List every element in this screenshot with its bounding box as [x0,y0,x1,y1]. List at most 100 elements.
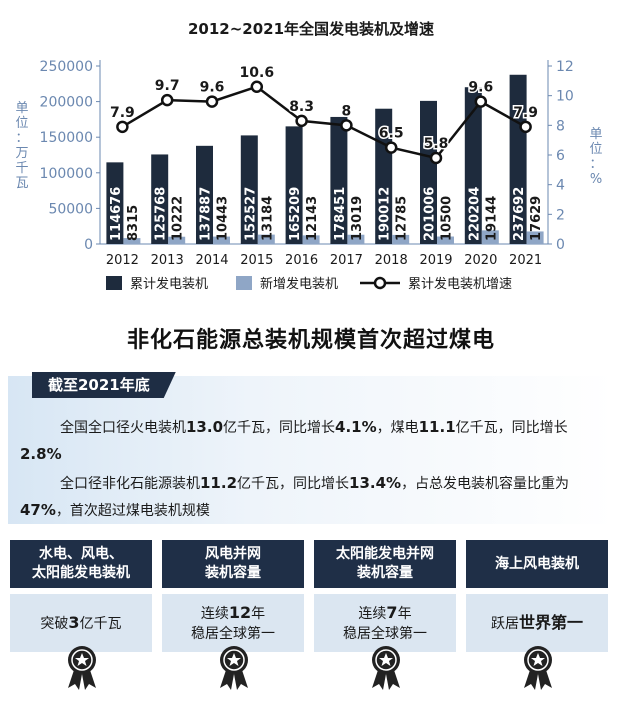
bar-new-label: 13019 [350,196,365,241]
bar-cumulative [330,116,348,244]
summary-panel [8,376,614,524]
card-head-line: 水电、风电、 [39,546,123,562]
bar-new [392,234,410,244]
right-axis-title-char: ： [589,157,602,172]
bar-new-label: 10222 [171,196,186,241]
left-tick-label: 50000 [48,201,93,217]
bar-cumulative-label: 178451 [333,187,348,241]
left-axis-title-char: 单 [15,101,28,116]
summary-paragraph-thermal: 全国全口径火电装机13.0亿千瓦，同比增长4.1%，煤电11.1亿千瓦，同比增长… [20,414,606,468]
bar-new [123,238,141,244]
x-tick-label: 2013 [151,253,184,268]
bar-new [168,236,186,244]
card-renewables: 水电、风电、 太阳能发电装机 突破3亿千瓦 [10,540,152,662]
bar-new-label: 12785 [395,196,410,241]
right-tick-label: 10 [556,89,574,105]
card-body-value: 7 [386,602,398,622]
card-body-text: 稳居全球第一 [343,625,427,642]
card-body-text: 突破 [40,615,69,632]
bar-new [213,236,230,244]
medal-icon [524,646,552,690]
bar-new [347,234,365,244]
bar-cumulative [106,162,124,244]
p1-text-4: 亿千瓦，同比增长 [455,420,568,436]
right-tick-label: 8 [556,118,565,134]
card-body: 连续7年 稳居全球第一 [314,594,456,652]
growth-label: 9.7 [155,78,180,94]
right-axis-title-char: 位 [589,142,602,157]
x-tick-label: 2018 [375,253,408,268]
bar-new-label: 13184 [260,196,275,241]
right-tick-label: 2 [556,207,565,223]
legend-swatch-new [236,276,252,290]
bar-cumulative [509,74,527,244]
growth-point [205,95,219,108]
summary-paragraph-nonfossil: 全口径非化石能源装机11.2亿千瓦，同比增长13.4%，占总发电装机容量比重为 4… [20,470,606,524]
growth-point [250,80,264,94]
growth-label: 7.9 [110,105,135,121]
bar-cumulative-label: 165209 [288,187,303,241]
p2-value-share: 47% [20,501,56,519]
bar-cumulative-label: 190012 [378,187,393,241]
legend-label-new: 新增发电装机 [260,276,338,292]
card-head: 水电、风电、 太阳能发电装机 [10,540,152,588]
p1-text-3: ，煤电 [376,420,419,436]
p2-value-nonfossil-growth: 13.4% [349,474,402,492]
chart-title: 2012~2021年全国发电装机及增速 [187,20,435,38]
legend-label-cumulative: 累计发电装机 [130,276,208,292]
bar-new-label: 10443 [216,196,231,241]
card-head-line: 太阳能发电装机 [32,565,130,581]
bar-cumulative-label: 125768 [154,187,169,241]
p1-text-2: 亿千瓦，同比增长 [223,420,336,436]
bar-cumulative [240,135,258,244]
x-tick-label: 2014 [195,253,228,268]
x-tick-label: 2017 [330,253,363,268]
p1-text-1: 全国全口径火电装机 [60,420,186,436]
growth-label: 9.6 [200,80,225,96]
bar-cumulative [464,87,482,244]
bar-new-label: 12143 [305,196,320,241]
bar-new-label: 17629 [529,196,544,241]
p2-text-3: ，占总发电装机容量比重为 [401,476,570,492]
card-body: 突破3亿千瓦 [10,594,152,652]
growth-label: 6.5 [379,126,404,142]
card-body-value: 12 [228,602,252,622]
bar-new-label: 8315 [126,205,141,241]
card-head: 海上风电装机 [466,540,608,588]
card-body-text: 连续 [200,605,229,622]
p1-value-coal: 11.1 [418,418,456,436]
capacity-chart: 0 50000 100000 150000 200000 250000 0 2 4 6 8 10 12 单… [15,59,602,292]
x-tick-label: 2015 [240,253,273,268]
x-tick-label: 2016 [285,253,318,268]
bar-cumulative-label: 201006 [423,187,438,241]
p2-value-nonfossil: 11.2 [200,474,238,492]
x-tick-label: 2012 [106,253,139,268]
bar-new-label: 10500 [440,196,455,241]
growth-label: 8.3 [289,99,314,115]
p2-text-1: 全口径非化石能源装机 [60,476,200,492]
growth-label: 5.8 [424,136,449,152]
growth-label: 10.6 [240,65,275,81]
right-axis-title-char: 单 [589,127,602,142]
card-body: 连续12年 稳居全球第一 [162,594,304,652]
right-tick-label: 4 [556,178,565,194]
bar-new [257,234,275,244]
bar-new [437,236,454,244]
legend-swatch-cumulative [106,276,122,290]
right-axis-title-char: % [590,172,602,187]
card-head: 风电并网 装机容量 [162,540,304,588]
p2-text-4: ，首次超过煤电装机规模 [55,503,210,519]
p1-value-thermal: 13.0 [186,418,224,436]
left-axis-title-char: ： [15,131,28,146]
left-axis-title-char: 位 [15,116,28,131]
left-tick-label: 200000 [40,95,93,111]
p2-text-2: 亿千瓦，同比增长 [237,476,350,492]
card-body-text: 年 [397,605,412,622]
card-solar: 太阳能发电并网 装机容量 连续7年 稳居全球第一 [314,540,456,662]
legend-marker-growth [373,276,387,290]
card-body-text: 年 [251,605,266,622]
growth-point [295,114,308,128]
bar-cumulative [196,145,213,244]
card-offshore-wind: 海上风电装机 跃居世界第一 [466,540,608,662]
growth-point [474,95,488,108]
